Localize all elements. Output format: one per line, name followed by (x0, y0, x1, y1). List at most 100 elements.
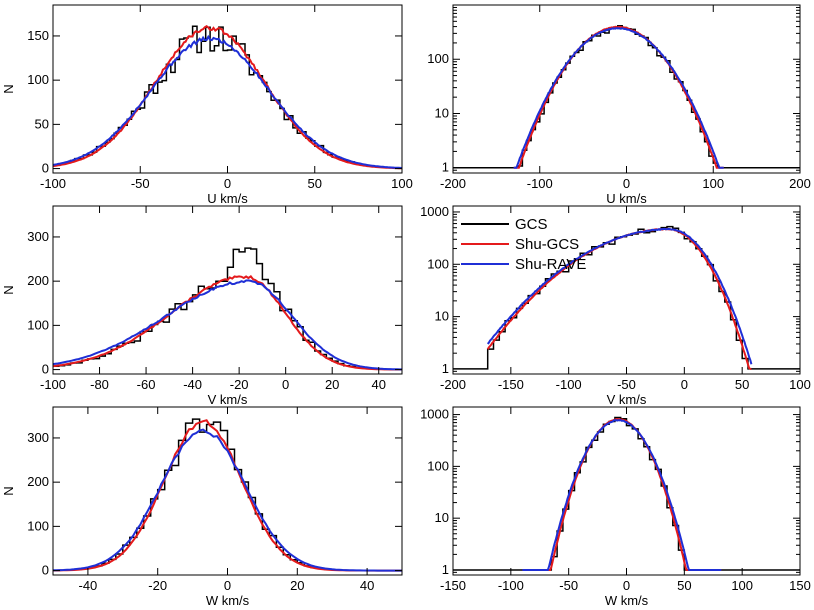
x-axis-label: V km/s (607, 392, 647, 407)
x-tick-label: 200 (789, 176, 811, 191)
x-tick-label: -100 (40, 176, 66, 191)
y-tick-label: 300 (27, 430, 49, 445)
x-tick-label: -40 (183, 377, 202, 392)
x-tick-label: -200 (440, 377, 466, 392)
x-tick-label: 100 (731, 578, 753, 593)
x-tick-label: 100 (789, 377, 811, 392)
legend-label-shu-gcs: Shu-GCS (515, 236, 579, 253)
y-tick-label: 1 (442, 361, 449, 376)
x-tick-label: -20 (148, 578, 167, 593)
x-tick-label: 0 (623, 176, 630, 191)
y-tick-label: 50 (35, 116, 49, 131)
x-tick-label: -50 (617, 377, 636, 392)
y-tick-label: 10 (435, 105, 449, 120)
x-tick-label: 150 (789, 578, 811, 593)
legend-label-gcs: GCS (515, 216, 548, 233)
series-shu-rave-V-log (486, 227, 753, 365)
plot-frame (52, 205, 403, 375)
y-axis-label: N (1, 486, 16, 495)
y-axis-label: N (1, 84, 16, 93)
x-tick-label: 40 (360, 578, 374, 593)
series-gcs-W-log (453, 416, 800, 571)
x-tick-label: 100 (702, 176, 724, 191)
y-tick-label: 150 (27, 28, 49, 43)
y-tick-label: 1 (442, 160, 449, 175)
x-axis-label: U km/s (207, 191, 248, 206)
x-tick-label: -150 (440, 578, 466, 593)
x-tick-label: 20 (290, 578, 304, 593)
x-tick-label: 0 (224, 176, 231, 191)
y-tick-label: 200 (27, 474, 49, 489)
y-tick-label: 100 (27, 518, 49, 533)
plot-frame (452, 205, 801, 375)
y-tick-label: 300 (27, 229, 49, 244)
y-tick-label: 0 (42, 563, 49, 578)
x-axis-label: W km/s (206, 593, 250, 608)
y-tick-label: 10 (435, 510, 449, 525)
x-tick-label: -50 (131, 176, 150, 191)
panel-V-log: -200 -150 -100 -50 0 50 100 1 10 100 1000 V km/s (420, 204, 811, 407)
y-tick-label: 1000 (420, 407, 449, 422)
x-tick-label: 0 (282, 377, 289, 392)
y-tick-label: 200 (27, 273, 49, 288)
panel-U-lin: -100 -50 0 50 100 0 50 100 150 U km/s N (1, 4, 413, 206)
x-tick-label: 100 (391, 176, 413, 191)
y-tick-label: 10 (435, 309, 449, 324)
x-tick-label: -100 (527, 176, 553, 191)
x-tick-label: 20 (325, 377, 339, 392)
panel-U-log: -200 -100 0 100 200 1 10 100 U km/s (427, 4, 811, 206)
legend: GCS Shu-GCS Shu-RAVE (461, 216, 586, 273)
y-tick-label: 100 (427, 51, 449, 66)
legend-label-shu-rave: Shu-RAVE (515, 256, 586, 273)
x-tick-label: -150 (498, 377, 524, 392)
series-shu-gcs-V-lin (53, 275, 402, 371)
panel-V-lin: -100 -80 -60 -40 -20 0 20 40 0 100 200 300 V km/s N (1, 205, 403, 407)
x-tick-label: 50 (735, 377, 749, 392)
series-shu-gcs-U-log (513, 25, 724, 169)
series-shu-rave-U-lin (53, 34, 402, 169)
y-tick-label: 0 (42, 161, 49, 176)
x-tick-label: -60 (137, 377, 156, 392)
plot-frame (52, 4, 403, 174)
x-tick-label: 50 (308, 176, 322, 191)
series-gcs-U-lin (53, 25, 402, 169)
y-tick-label: 1 (442, 562, 449, 577)
x-tick-label: -40 (79, 578, 98, 593)
y-tick-label: 100 (427, 256, 449, 271)
x-axis-label: U km/s (606, 191, 647, 206)
x-tick-label: 0 (224, 578, 231, 593)
x-tick-label: -100 (556, 377, 582, 392)
x-tick-label: -100 (498, 578, 524, 593)
x-tick-label: -20 (230, 377, 249, 392)
series-gcs-V-lin (53, 247, 402, 371)
y-tick-label: 1000 (420, 204, 449, 219)
series-shu-rave-V-lin (53, 279, 402, 371)
x-tick-label: 0 (681, 377, 688, 392)
x-tick-label: -200 (440, 176, 466, 191)
series-shu-gcs-W-log (522, 417, 722, 571)
x-axis-label: W km/s (605, 593, 649, 608)
series-shu-rave-U-log (513, 27, 724, 169)
y-tick-label: 0 (42, 362, 49, 377)
x-tick-label: -80 (90, 377, 109, 392)
x-tick-label: 40 (371, 377, 385, 392)
y-tick-label: 100 (427, 458, 449, 473)
series-gcs-W-lin (53, 418, 402, 572)
x-tick-label: -50 (559, 578, 578, 593)
series-shu-rave-W-log (522, 419, 722, 571)
x-tick-label: -100 (40, 377, 66, 392)
x-axis-label: V km/s (208, 392, 248, 407)
series-shu-rave-W-lin (53, 428, 402, 572)
series-shu-gcs-U-lin (53, 24, 402, 170)
y-tick-label: 100 (27, 72, 49, 87)
y-axis-label: N (1, 285, 16, 294)
y-tick-label: 100 (27, 317, 49, 332)
x-tick-label: 0 (623, 578, 630, 593)
panel-W-log: -150 -100 -50 0 50 100 150 1 10 100 1000 W km/s (420, 406, 811, 608)
x-tick-label: 50 (677, 578, 691, 593)
panel-W-lin: -40 -20 0 20 40 0 100 200 300 W km/s N (1, 406, 403, 608)
series-gcs-U-log (453, 24, 800, 169)
plot-frame (452, 406, 801, 576)
